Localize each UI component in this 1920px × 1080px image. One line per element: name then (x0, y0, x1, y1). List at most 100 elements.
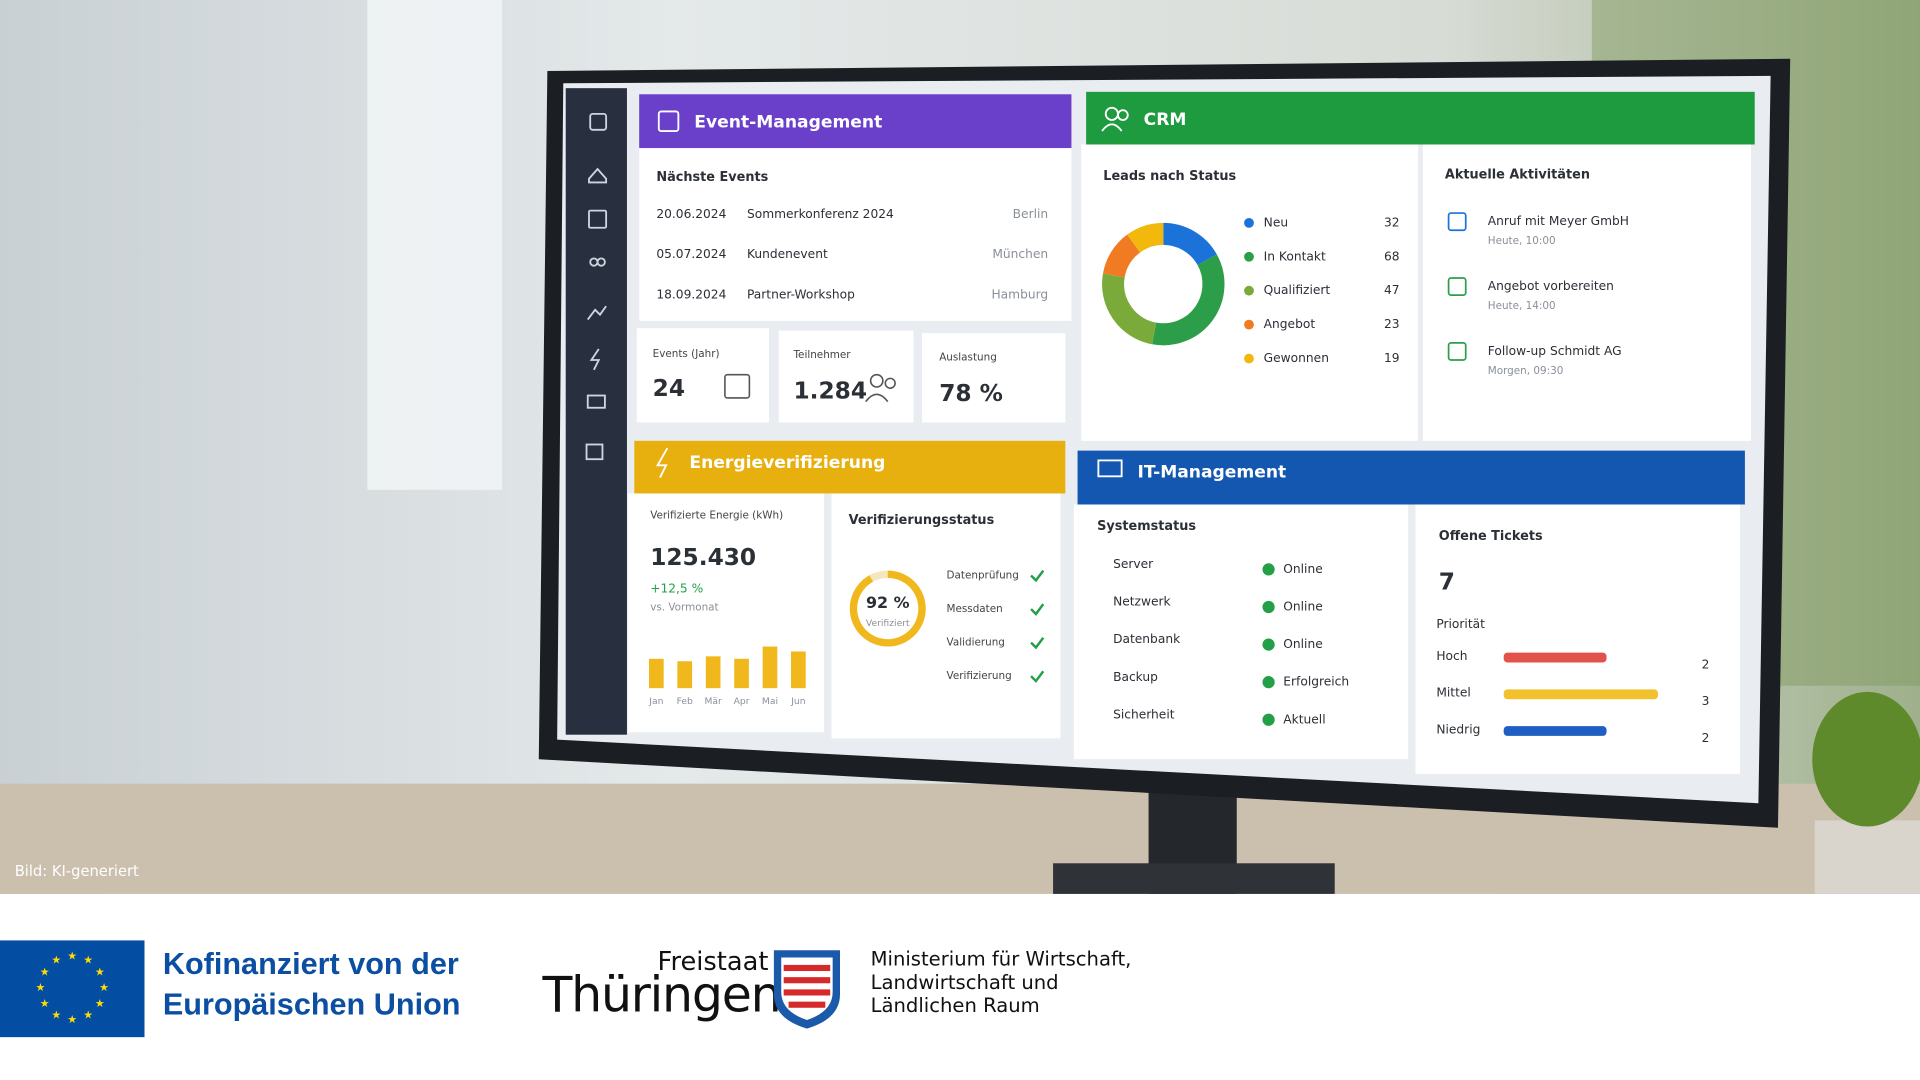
legend-label: Angebot (1264, 317, 1316, 331)
metric-label: Verifizierte Energie (kWh) (650, 510, 783, 522)
eu-text: Kofinanziert von der (163, 947, 459, 981)
eu-star: ★ (83, 954, 93, 967)
icon (1101, 106, 1129, 132)
step-label: Datenprüfung (947, 570, 1019, 582)
legend-label: Gewonnen (1264, 351, 1329, 365)
stat-value: 24 (653, 375, 685, 402)
status-dot (1262, 563, 1275, 576)
panel-title: IT-Management (1138, 463, 1287, 483)
priority-title: Priorität (1436, 617, 1485, 631)
system-name: Netzwerk (1113, 595, 1171, 609)
step-label: Verifizierung (947, 670, 1012, 682)
legend-dot (1244, 319, 1254, 330)
event-name: Sommerkonferenz 2024 (747, 207, 894, 221)
status-dot (1262, 713, 1275, 726)
scene: Event-Management Nächste Events 20.06.20… (0, 0, 1920, 1038)
system-name: Server (1113, 557, 1154, 571)
x-tick-label: Mai (762, 696, 778, 707)
eu-star: ★ (95, 997, 105, 1010)
event-name: Kundenevent (747, 247, 828, 261)
legend-label: In Kontakt (1264, 249, 1326, 263)
panel-title: Event-Management (694, 112, 882, 132)
x-tick-label: Mär (704, 696, 722, 707)
priority-bar (1503, 652, 1607, 663)
stat-card (922, 333, 1066, 423)
legend-value: 68 (1384, 249, 1400, 263)
bar (762, 646, 778, 689)
eu-star: ★ (51, 1009, 61, 1022)
window (367, 0, 503, 490)
donut-segment (1102, 234, 1141, 278)
event-city: Hamburg (991, 288, 1048, 302)
stat-value: 78 % (939, 380, 1003, 407)
metric-value: 125.430 (650, 544, 756, 571)
check (1030, 670, 1045, 683)
icon (724, 373, 751, 399)
plant (1812, 691, 1920, 827)
legend-value: 47 (1384, 283, 1400, 297)
photo-credit: Bild: KI-generiert (15, 863, 139, 880)
check (1030, 603, 1045, 616)
stat-label: Teilnehmer (792, 349, 851, 361)
system-name: Backup (1113, 670, 1158, 684)
eu-star: ★ (51, 954, 61, 967)
priority-label: Niedrig (1436, 722, 1480, 736)
priority-bar (1503, 726, 1607, 736)
event-date: 05.07.2024 (656, 247, 726, 261)
status-dot (1262, 600, 1275, 614)
system-status: Online (1283, 599, 1322, 613)
icon (657, 110, 680, 132)
legend-dot (1244, 217, 1254, 228)
panel-header (639, 94, 1072, 149)
activity-time: Heute, 14:00 (1488, 300, 1556, 312)
donut-segment (1127, 222, 1164, 253)
panel-header (1086, 91, 1755, 145)
monitor-base (1053, 863, 1335, 894)
x-tick-label: Apr (734, 696, 750, 707)
priority-value: 3 (1702, 694, 1710, 708)
sidebar-icons (585, 112, 608, 461)
system-status: Online (1283, 637, 1322, 651)
event-city: München (992, 247, 1048, 261)
coat-of-arms (783, 964, 831, 1008)
status-dot (1262, 676, 1275, 689)
metric-change: +12,5 % (650, 581, 703, 595)
event-name: Partner-Workshop (747, 288, 855, 302)
panel-body (831, 493, 1061, 739)
system-name: Sicherheit (1113, 707, 1175, 721)
stat-value: 1.284 (793, 377, 867, 404)
bar (677, 661, 693, 689)
section-title: Nächste Events (656, 170, 768, 185)
eu-star: ★ (67, 1013, 77, 1026)
event-date: 20.06.2024 (656, 207, 726, 221)
legend-value: 19 (1384, 351, 1400, 365)
activity-time: Heute, 10:00 (1488, 235, 1556, 247)
check (1030, 636, 1045, 650)
system-status: Online (1283, 562, 1322, 576)
step-label: Validierung (947, 637, 1005, 649)
x-tick-label: Jan (648, 696, 663, 707)
activity-icon (1447, 342, 1467, 361)
stat-label: Events (Jahr) (653, 348, 720, 360)
ring-value: 92 % (866, 593, 910, 612)
x-tick-label: Feb (677, 696, 693, 707)
section-title: Systemstatus (1097, 519, 1196, 534)
eu-star: ★ (95, 965, 105, 978)
freistaat: Freistaat (658, 947, 769, 977)
priority-value: 2 (1702, 731, 1710, 745)
icon (865, 373, 896, 403)
sidebar (565, 88, 627, 735)
bar (705, 656, 721, 689)
metric-caption: vs. Vormonat (650, 601, 718, 613)
ring-value (849, 570, 926, 647)
check (1030, 569, 1045, 583)
thueringen: Thüringen (541, 966, 780, 1023)
legend-value: 23 (1384, 317, 1400, 331)
eu-star: ★ (83, 1009, 93, 1022)
activity-time: Morgen, 09:30 (1488, 365, 1564, 377)
ministry-text: Ländlichen Raum (871, 994, 1040, 1017)
step-label: Messdaten (947, 603, 1003, 615)
ring-caption: Verifiziert (866, 618, 910, 629)
